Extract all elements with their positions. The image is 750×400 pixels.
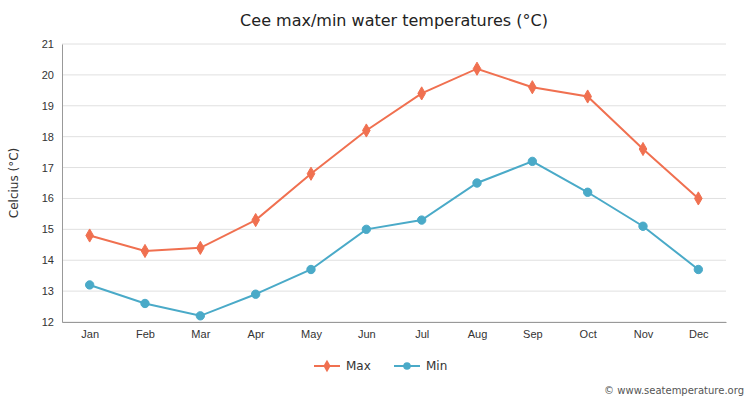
- legend-item: Max: [314, 359, 371, 373]
- series-marker: [583, 188, 591, 196]
- x-tick: Jun: [358, 328, 376, 340]
- x-tick: Mar: [191, 328, 210, 340]
- series-marker: [694, 265, 702, 273]
- y-tick: 20: [42, 69, 54, 81]
- series-marker: [307, 265, 315, 273]
- x-tick: Jan: [81, 328, 99, 340]
- series-marker: [141, 244, 149, 257]
- series-marker: [141, 299, 149, 307]
- grid: [62, 44, 726, 322]
- series-marker: [196, 312, 204, 320]
- x-tick: May: [301, 328, 322, 340]
- y-tick: 21: [42, 38, 54, 50]
- legend-swatch-marker: [403, 362, 411, 370]
- y-tick-label: 12: [42, 316, 54, 328]
- y-tick: 15: [42, 223, 54, 235]
- title: Cee max/min water temperatures (°C): [240, 11, 548, 30]
- y-axis-line: [62, 45, 63, 323]
- y-tick-label: 21: [42, 38, 54, 50]
- x-tick: Feb: [136, 328, 155, 340]
- series-line: [90, 161, 699, 315]
- x-tick-label: Dec: [689, 328, 709, 340]
- x-tick-label: Aug: [468, 328, 488, 340]
- y-tick: 16: [42, 192, 54, 204]
- series-marker: [86, 229, 94, 242]
- y-tick-label: 16: [42, 192, 54, 204]
- x-tick: Sep: [523, 328, 543, 340]
- y-tick: 19: [42, 100, 54, 112]
- x-tick-label: Feb: [136, 328, 155, 340]
- x-tick-label: Nov: [634, 328, 654, 340]
- series-marker: [528, 157, 536, 165]
- y-tick-label: 14: [42, 254, 54, 266]
- y-tick-label: 15: [42, 223, 54, 235]
- x-tick: Nov: [634, 328, 654, 340]
- grid-line: [62, 260, 726, 261]
- x-tick: Aug: [468, 328, 488, 340]
- y-tick: 14: [42, 254, 54, 266]
- x-tick: Dec: [689, 328, 709, 340]
- series-marker: [473, 179, 481, 187]
- x-tick-label: May: [301, 328, 322, 340]
- y-tick: 12: [42, 316, 54, 328]
- x-tick-label: Oct: [580, 328, 597, 340]
- x-tick-label: Jul: [415, 328, 429, 340]
- x-tick-label: Jun: [358, 328, 376, 340]
- y-tick-label: 20: [42, 69, 54, 81]
- x-tick-label: Sep: [523, 328, 543, 340]
- grid-line: [62, 198, 726, 199]
- legend-swatch-marker: [323, 360, 330, 372]
- grid-line: [62, 229, 726, 230]
- series-marker: [695, 192, 703, 205]
- x-axis-line: [63, 322, 727, 323]
- grid-line: [62, 44, 726, 45]
- x-tick-label: Mar: [191, 328, 210, 340]
- y-tick: 13: [42, 285, 54, 297]
- series-marker: [252, 213, 260, 226]
- grid-line: [62, 136, 726, 137]
- y-tick: 18: [42, 131, 54, 143]
- series-marker: [307, 167, 315, 180]
- y-tick-label: 19: [42, 100, 54, 112]
- grid-line: [62, 105, 726, 106]
- series-marker: [363, 124, 371, 137]
- legend-label: Min: [426, 359, 447, 373]
- plot: 12 13 14 15 16 17 18 19 20 21 Jan Feb Mar Apr May Jun Ju…: [42, 38, 727, 340]
- y-axis-title: Celcius (°C): [7, 148, 21, 218]
- series-marker: [639, 142, 647, 155]
- series-marker: [418, 87, 426, 100]
- x-tick-label: Jan: [81, 328, 99, 340]
- series-marker: [197, 241, 205, 254]
- chart-svg: 12 13 14 15 16 17 18 19 20 21 Jan Feb Mar Apr May Jun Ju…: [0, 0, 750, 400]
- y-axis: 12 13 14 15 16 17 18 19 20 21: [42, 38, 63, 328]
- series-line: [90, 69, 699, 251]
- legend-label: Max: [346, 359, 371, 373]
- x-tick: Oct: [580, 328, 597, 340]
- y-tick: 17: [42, 162, 54, 174]
- series-marker: [362, 225, 370, 233]
- grid-line: [62, 74, 726, 75]
- x-tick: Jul: [415, 328, 429, 340]
- series-marker: [639, 222, 647, 230]
- series-marker: [529, 81, 537, 94]
- grid-line: [62, 167, 726, 168]
- series-marker: [251, 290, 259, 298]
- y-tick-label: 17: [42, 162, 54, 174]
- y-tick-label: 18: [42, 131, 54, 143]
- y-tick-label: 13: [42, 285, 54, 297]
- legend-item: Min: [394, 359, 447, 373]
- series-marker: [417, 216, 425, 224]
- x-tick-label: Apr: [248, 328, 265, 340]
- x-tick: Apr: [248, 328, 265, 340]
- x-axis: Jan Feb Mar Apr May Jun Jul Aug Sep Oct Nov Dec: [63, 323, 727, 340]
- grid-line: [62, 322, 726, 323]
- legend: Max Min: [314, 359, 447, 373]
- series-marker: [473, 62, 481, 75]
- marks: [85, 62, 702, 320]
- series-marker: [85, 281, 93, 289]
- series-marker: [584, 90, 592, 103]
- grid-line: [62, 291, 726, 292]
- annotation: © www.seatemperature.org: [604, 385, 744, 396]
